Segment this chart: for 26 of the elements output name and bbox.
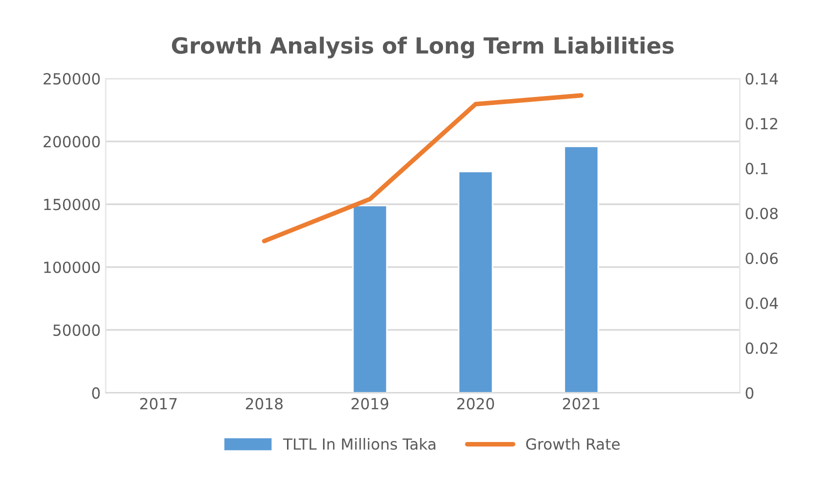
x-tick-label: 2017 [140,398,177,410]
bar [564,146,599,393]
y2-tick-label: 0.08 [746,208,778,220]
y2-tick-label: 0 [746,387,754,399]
y2-tick-label: 0.14 [746,73,778,85]
y-tick-label: 150000 [44,198,100,210]
legend-label: TLTL In Millions Taka [283,438,436,450]
x-tick-label: 2020 [457,398,494,410]
y2-tick-label: 0.02 [746,342,778,354]
y-tick-label: 0 [92,387,100,399]
y2-tick-label: 0.06 [746,252,778,264]
line-series [262,93,584,244]
x-tick-label: 2018 [246,398,283,410]
y2-tick-label: 0.04 [746,297,778,310]
bar [458,170,494,393]
y-tick-label: 50000 [53,324,100,336]
y2-tick-label: 0.1 [746,162,768,174]
y-tick-label: 250000 [44,73,100,85]
chart-title: Growth Analysis of Long Term Liabilities [172,36,674,58]
y2-tick-label: 0.12 [746,118,778,130]
x-tick-label: 2021 [562,398,600,410]
y-tick-label: 100000 [44,262,100,274]
x-tick-label: 2019 [352,398,388,410]
legend-label: Growth Rate [526,438,620,450]
y-tick-label: 200000 [44,136,100,148]
bar [352,204,388,393]
